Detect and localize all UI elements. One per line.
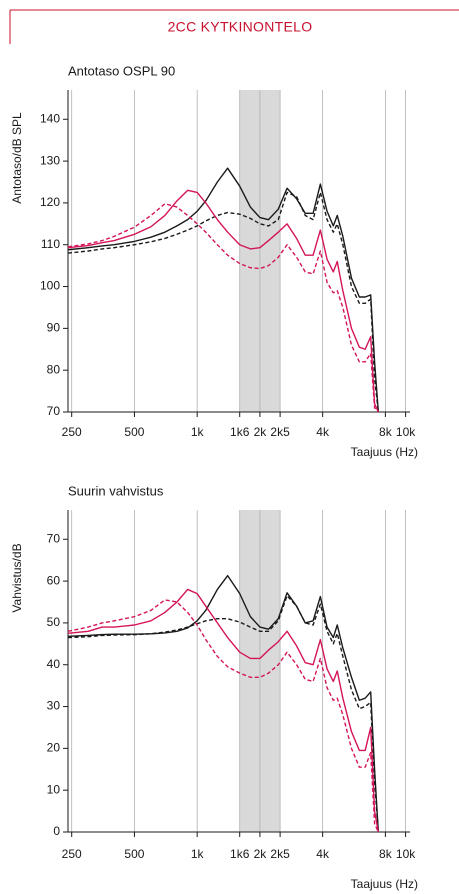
y-tick-label: 110 bbox=[41, 237, 60, 251]
y-tick-label: 40 bbox=[47, 657, 61, 671]
x-tick-label: 1k bbox=[191, 425, 205, 439]
series-line bbox=[67, 574, 380, 833]
y-tick-label: 120 bbox=[40, 195, 60, 209]
series-line bbox=[67, 191, 380, 413]
x-tick-label: 4k bbox=[316, 425, 330, 439]
y-tick-label: 100 bbox=[40, 279, 60, 293]
x-tick-label: 250 bbox=[62, 425, 82, 439]
y-axis-label: Antotaso/dB SPL bbox=[10, 112, 24, 204]
x-tick-label: 8k bbox=[379, 425, 393, 439]
y-tick-label: 50 bbox=[47, 615, 61, 629]
y-tick-label: 60 bbox=[47, 573, 61, 587]
series-line bbox=[67, 189, 379, 413]
series-line bbox=[67, 203, 379, 413]
header-title: 2CC KYTKINONTELO bbox=[168, 19, 313, 35]
y-tick-label: 70 bbox=[47, 531, 61, 545]
chart-title: Suurin vahvistus bbox=[68, 483, 164, 498]
x-tick-label: 2k5 bbox=[270, 847, 290, 861]
y-tick-label: 0 bbox=[53, 824, 60, 838]
y-tick-label: 140 bbox=[40, 111, 60, 125]
x-axis-label: Taajuus (Hz) bbox=[351, 877, 418, 891]
y-tick-label: 70 bbox=[47, 404, 61, 418]
x-tick-label: 4k bbox=[316, 847, 330, 861]
y-tick-label: 80 bbox=[47, 362, 61, 376]
series-line bbox=[67, 599, 379, 833]
x-tick-label: 2k bbox=[254, 425, 268, 439]
x-tick-label: 500 bbox=[124, 425, 144, 439]
y-tick-label: 30 bbox=[47, 699, 61, 713]
x-tick-label: 1k bbox=[191, 847, 205, 861]
x-tick-label: 500 bbox=[124, 847, 144, 861]
series-line bbox=[67, 588, 380, 833]
x-axis-label: Taajuus (Hz) bbox=[351, 445, 418, 459]
x-tick-label: 1k6 bbox=[230, 425, 250, 439]
y-axis-label: Vahvistus/dB bbox=[10, 543, 24, 612]
chart-title: Antotaso OSPL 90 bbox=[68, 63, 175, 78]
series-line bbox=[67, 167, 380, 413]
y-tick-label: 10 bbox=[47, 782, 61, 796]
y-tick-label: 20 bbox=[47, 741, 61, 755]
y-tick-label: 90 bbox=[47, 321, 61, 335]
y-tick-label: 130 bbox=[40, 153, 60, 167]
x-tick-label: 10k bbox=[396, 425, 416, 439]
x-tick-label: 2k bbox=[254, 847, 268, 861]
x-tick-label: 250 bbox=[62, 847, 82, 861]
x-tick-label: 10k bbox=[396, 847, 416, 861]
series-line bbox=[67, 595, 380, 833]
x-tick-label: 2k5 bbox=[270, 425, 290, 439]
x-tick-label: 1k6 bbox=[230, 847, 250, 861]
x-tick-label: 8k bbox=[379, 847, 393, 861]
